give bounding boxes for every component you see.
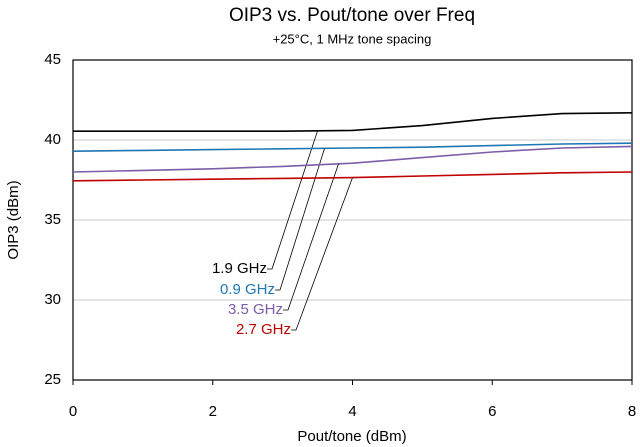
line-series bbox=[72, 145, 633, 173]
y-tick-label: 25 bbox=[44, 371, 61, 388]
x-tick-label: 4 bbox=[348, 403, 356, 420]
series-label: 1.9 GHz bbox=[212, 260, 267, 277]
leader-line bbox=[283, 163, 339, 311]
series-label: 0.9 GHz bbox=[220, 281, 275, 298]
series-label: 2.7 GHz bbox=[236, 321, 291, 338]
line-series bbox=[73, 112, 633, 132]
line-series bbox=[72, 142, 633, 152]
plot-frame bbox=[72, 59, 633, 381]
line-series bbox=[72, 171, 633, 182]
leader-line bbox=[267, 130, 318, 270]
y-tick-label: 40 bbox=[44, 131, 61, 148]
y-tick-label: 35 bbox=[44, 211, 61, 228]
y-tick-label: 30 bbox=[44, 291, 61, 308]
x-tick-label: 8 bbox=[628, 403, 636, 420]
chart-subtitle: +25°C, 1 MHz tone spacing bbox=[273, 31, 432, 46]
x-tick-label: 0 bbox=[69, 403, 77, 420]
x-axis-label: Pout/tone (dBm) bbox=[297, 428, 406, 445]
leader-line bbox=[275, 148, 325, 291]
x-tick-label: 2 bbox=[209, 403, 217, 420]
y-tick-label: 45 bbox=[44, 51, 61, 68]
series-label: 3.5 GHz bbox=[228, 301, 283, 318]
y-axis-label: OIP3 (dBm) bbox=[5, 180, 22, 259]
leader-line bbox=[291, 177, 353, 331]
x-tick-label: 6 bbox=[488, 403, 496, 420]
chart-title: OIP3 vs. Pout/tone over Freq bbox=[229, 5, 475, 26]
